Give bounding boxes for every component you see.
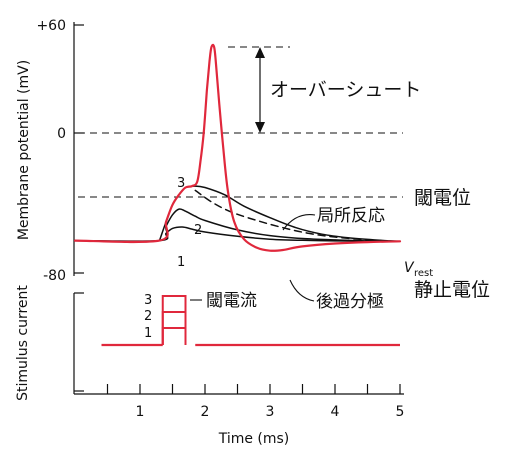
- curve-label-2: 2: [194, 223, 202, 238]
- y-tick-label-minus80: -80: [43, 268, 66, 284]
- threshold-label: 閾電位: [414, 187, 471, 209]
- x-tick-label-2: 2: [201, 404, 210, 420]
- stimulus-number-3: 3: [144, 293, 152, 308]
- x-axis-title: Time (ms): [218, 431, 290, 447]
- vrest-subscript: rest: [414, 268, 433, 279]
- stimulus-pulses: [101, 295, 400, 347]
- action-potential-curve: [73, 43, 402, 252]
- membrane-curve-dashed: [194, 189, 401, 243]
- y-tick-label-plus60: +60: [36, 18, 66, 34]
- x-tick-label-3: 3: [266, 404, 275, 420]
- resting-potential-label: 静止電位: [414, 279, 490, 301]
- membrane-curves: [73, 43, 402, 252]
- afterhyperpolarization-label: 後過分極: [316, 292, 384, 312]
- overshoot-arrow-head-top: [255, 47, 265, 58]
- x-tick-label-5: 5: [396, 404, 405, 420]
- local-response-label: 局所反応: [317, 206, 385, 226]
- stimulus-pulse-1: [161, 327, 187, 345]
- overshoot-arrow-head-bottom: [255, 122, 265, 133]
- stimulus-axis-title: Stimulus current: [15, 285, 31, 401]
- stimulus-number-2: 2: [144, 309, 152, 324]
- x-ticks: 1 2 3 4 5: [106, 384, 405, 420]
- local-response-pointer: [282, 214, 316, 231]
- stimulus-number-1: 1: [144, 326, 152, 341]
- y-axis-title: Membrane potential (mV): [16, 60, 32, 240]
- vrest-label: V: [404, 260, 415, 276]
- stimulus-pulse-3: [161, 295, 187, 345]
- overshoot-label: オーバーシュート: [270, 79, 421, 101]
- x-tick-label-1: 1: [136, 404, 145, 420]
- membrane-curve-1: [74, 226, 401, 243]
- y-tick-label-0: 0: [57, 126, 66, 142]
- curve-label-1: 1: [177, 255, 185, 270]
- afterhyperpolarization-pointer: [289, 279, 315, 302]
- threshold-current-label: 閾電流: [206, 291, 257, 311]
- x-tick-label-4: 4: [331, 404, 340, 420]
- curve-label-3: 3: [177, 176, 185, 191]
